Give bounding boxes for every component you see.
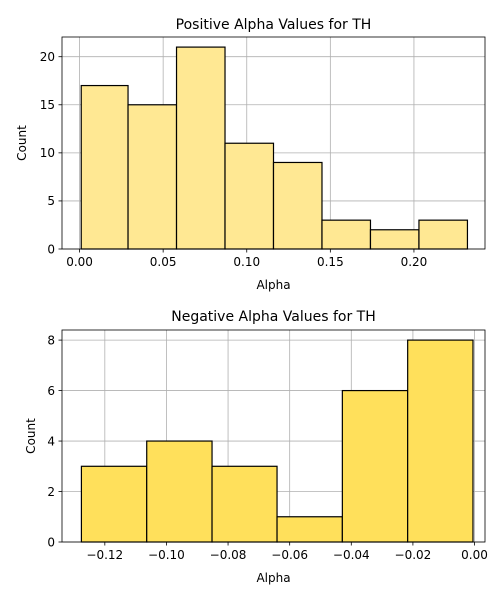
x-tick-label: 0.20 [401,255,428,269]
x-axis-label: Alpha [256,278,290,292]
histogram-bar [211,465,278,543]
chart-bottom: Negative Alpha Values for TH −0.12 −0.10−… [24,309,488,585]
x-tick-label: −0.12 [86,548,123,562]
x-tick-label: −0.10 [148,548,185,562]
y-tick-label: 2 [47,485,55,499]
histogram-bar [341,389,409,543]
y-tick-label: 5 [47,194,55,208]
x-tick-label: 0.10 [233,255,260,269]
histogram-bar [418,219,469,250]
y-tick-label: 10 [40,146,55,160]
x-axis-label: Alpha [256,571,290,585]
y-tick-label: 0 [47,242,55,256]
y-tick-label: 0 [47,535,55,549]
x-tick-label: 0.00 [66,255,93,269]
histogram-bar [272,161,323,250]
y-axis-label: Count [15,125,29,161]
y-axis-label: Count [24,418,38,454]
plot-frame [61,329,486,543]
x-tick-label: 0.00 [461,548,488,562]
histogram-bar [369,229,420,250]
x-tick-label: −0.02 [395,548,432,562]
chart-top: Positive Alpha Values for TH 0.00 0.05 0.1… [15,17,486,292]
histogram-bar [80,465,148,543]
y-tick-label: 6 [47,384,55,398]
histogram-bar [127,104,178,250]
y-tick-label: 15 [40,98,55,112]
x-tick-label: −0.06 [271,548,308,562]
y-tick-label: 4 [47,434,55,448]
x-tick-label: 0.15 [317,255,344,269]
histogram-bar [407,339,474,543]
ticks: −0.12 −0.10 −0.08 −0.06 −0.04 −0.02 0.00 0 2 4 6 8 [47,333,488,562]
histogram-bar [146,440,213,543]
histogram-bar [321,219,372,250]
plot-frame [61,36,486,250]
histogram-bar [276,516,343,543]
bars [80,46,469,250]
histogram-bar [224,142,275,250]
y-tick-label: 8 [47,333,55,347]
histogram-bar [175,46,226,250]
chart-title: Negative Alpha Values for TH [171,309,376,325]
x-tick-label: −0.04 [333,548,370,562]
x-tick-label: −0.08 [210,548,247,562]
x-tick-label: 0.05 [150,255,177,269]
ticks: 0.00 0.05 0.10 0.15 0.20 0 5 10 15 20 [40,50,428,269]
y-tick-label: 20 [40,50,55,64]
histogram-bar [80,84,129,250]
chart-title: Positive Alpha Values for TH [176,17,372,33]
